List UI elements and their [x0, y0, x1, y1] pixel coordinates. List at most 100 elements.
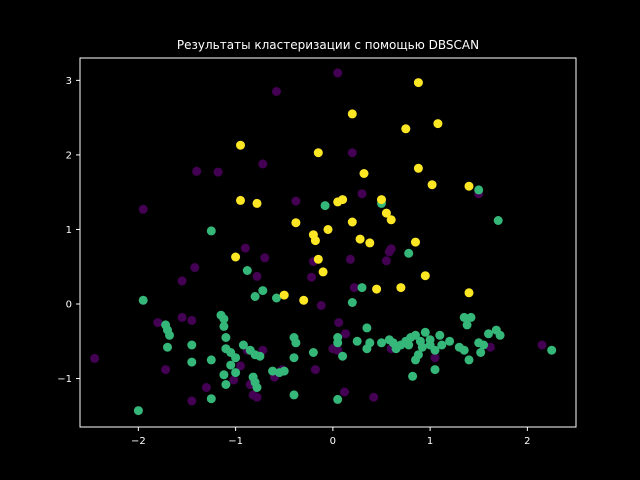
scatter-point — [377, 195, 386, 205]
scatter-point — [231, 252, 241, 262]
plot-frame — [79, 57, 577, 428]
scatter-point — [396, 283, 406, 293]
scatter-point — [221, 380, 231, 389]
scatter-point — [437, 340, 447, 350]
scatter-point — [411, 330, 420, 340]
scatter-point — [537, 340, 547, 350]
scatter-point — [236, 361, 245, 371]
scatter-point — [201, 383, 211, 392]
scatter-point — [334, 318, 344, 328]
scatter-point — [404, 340, 414, 350]
scatter-point — [138, 295, 148, 305]
scatter-point — [349, 283, 359, 293]
scatter-point — [485, 342, 495, 352]
scatter-point — [493, 216, 503, 225]
scatter-point — [413, 163, 423, 173]
scatter-point — [476, 348, 486, 357]
y-tick-label: 3 — [66, 76, 72, 87]
scatter-point — [231, 353, 241, 363]
scatter-point — [221, 333, 231, 342]
scatter-point — [340, 387, 349, 397]
scatter-point — [316, 301, 326, 310]
y-axis: −1 0 1 2 3 — [57, 76, 80, 385]
scatter-point — [362, 323, 372, 333]
scatter-point — [474, 185, 484, 195]
scatter-point — [133, 406, 143, 416]
scatter-point — [252, 392, 262, 402]
x-tick-label: 1 — [427, 436, 433, 447]
scatter-point — [258, 159, 268, 169]
scatter-point — [310, 236, 320, 246]
scatter-point — [479, 340, 489, 350]
points-layer — [90, 68, 557, 416]
scatter-point — [547, 345, 557, 355]
scatter-point — [299, 295, 309, 305]
scatter-point — [347, 298, 357, 307]
scatter-point — [291, 218, 301, 228]
scatter-point — [206, 226, 216, 236]
x-axis: −2 −1 0 1 2 — [131, 427, 531, 447]
scatter-point — [433, 119, 443, 129]
y-tick-label: −1 — [57, 374, 72, 385]
scatter-point — [413, 78, 423, 88]
scatter-point — [445, 336, 455, 346]
scatter-point — [435, 330, 445, 340]
scatter-point — [338, 195, 348, 205]
scatter-point — [352, 336, 362, 346]
x-tick-label: −2 — [131, 436, 146, 447]
x-tick-label: −1 — [228, 436, 243, 447]
scatter-point — [347, 148, 357, 158]
scatter-point — [386, 215, 396, 225]
scatter-point — [365, 238, 375, 248]
scatter-point — [272, 87, 281, 96]
scatter-point — [411, 237, 420, 247]
scatter-point — [165, 330, 174, 340]
scatter-point — [357, 189, 367, 199]
scatter-point — [430, 345, 440, 355]
scatter-point — [177, 312, 187, 322]
scatter-point — [401, 124, 411, 134]
scatter-point — [417, 342, 427, 352]
scatter-point — [255, 351, 265, 361]
scatter-point — [464, 355, 474, 365]
scatter-point — [206, 355, 216, 365]
scatter-point — [333, 338, 343, 348]
scatter-point — [420, 271, 430, 281]
scatter-point — [362, 344, 372, 354]
scatter-point — [260, 253, 270, 263]
scatter-point — [219, 314, 229, 324]
scatter-point — [408, 371, 418, 381]
scatter-point — [323, 225, 333, 234]
x-tick-label: 0 — [330, 436, 336, 447]
scatter-point — [238, 340, 248, 350]
scatter-point — [177, 276, 187, 286]
scatter-point — [236, 195, 245, 205]
scatter-point — [240, 243, 250, 253]
scatter-point — [226, 360, 236, 370]
scatter-point — [187, 396, 197, 406]
scatter-point — [310, 365, 320, 375]
scatter-point — [231, 368, 241, 378]
scatter-point — [464, 181, 474, 191]
scatter-point — [484, 329, 493, 339]
scatter-point — [313, 148, 323, 158]
scatter-point — [187, 357, 197, 367]
scatter-point — [466, 312, 476, 322]
scatter-point — [187, 340, 197, 350]
scatter-point — [236, 140, 245, 150]
scatter-point — [252, 383, 262, 392]
scatter-point — [252, 271, 262, 281]
scatter-point — [289, 390, 299, 400]
scatter-point — [219, 321, 229, 331]
scatter-point — [355, 234, 365, 244]
scatter-point — [341, 329, 350, 339]
scatter-point — [338, 351, 348, 361]
scatter-point — [381, 208, 391, 218]
scatter-point — [90, 353, 100, 363]
y-tick-label: 2 — [66, 150, 72, 161]
scatter-point — [313, 254, 323, 264]
scatter-point — [369, 392, 379, 402]
